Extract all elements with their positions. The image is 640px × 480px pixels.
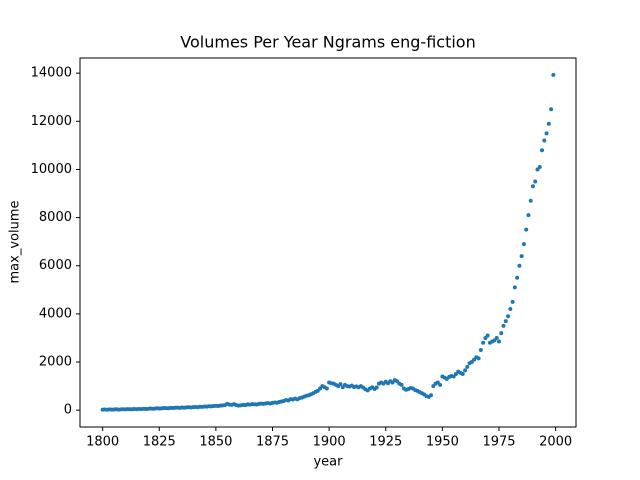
scatter-point xyxy=(503,319,508,324)
scatter-point xyxy=(537,165,542,170)
scatter-point xyxy=(551,72,556,77)
scatter-point xyxy=(544,131,549,136)
scatter-point xyxy=(524,227,529,232)
scatter-point xyxy=(338,382,343,387)
x-tick-label: 1800 xyxy=(86,435,119,450)
scatter-point xyxy=(540,148,545,153)
scatter-point xyxy=(476,356,481,361)
y-tick-label: 4000 xyxy=(39,306,72,321)
scatter-point xyxy=(324,386,329,391)
scatter-point xyxy=(517,263,522,268)
x-tick-label: 1950 xyxy=(426,435,459,450)
y-tick-label: 2000 xyxy=(39,355,72,370)
x-tick-label: 1825 xyxy=(143,435,176,450)
x-tick-label: 2000 xyxy=(539,435,572,450)
x-tick-label: 1925 xyxy=(369,435,402,450)
y-tick-label: 0 xyxy=(64,403,72,418)
y-tick-label: 12000 xyxy=(31,114,72,129)
x-tick-label: 1850 xyxy=(199,435,232,450)
scatter-point xyxy=(460,372,465,377)
scatter-point xyxy=(506,314,511,319)
scatter-point xyxy=(508,307,513,312)
scatter-point xyxy=(519,254,524,259)
scatter-point xyxy=(481,340,486,345)
scatter-point xyxy=(501,323,506,328)
y-tick-label: 8000 xyxy=(39,210,72,225)
scatter-point xyxy=(499,331,504,336)
y-tick-label: 6000 xyxy=(39,258,72,273)
scatter-point xyxy=(496,339,501,344)
chart-title: Volumes Per Year Ngrams eng-fiction xyxy=(180,33,475,52)
scatter-point xyxy=(429,393,434,398)
scatter-point xyxy=(515,275,520,280)
x-axis-label: year xyxy=(313,455,343,470)
scatter-point xyxy=(510,299,515,304)
plot-frame xyxy=(79,57,577,428)
scatter-point xyxy=(526,213,531,218)
x-tick-label: 1875 xyxy=(256,435,289,450)
x-tick-label: 1900 xyxy=(313,435,346,450)
scatter-point xyxy=(399,382,404,387)
scatter-point xyxy=(478,347,483,352)
scatter-point xyxy=(465,364,470,369)
scatter-point xyxy=(533,179,538,184)
y-axis-label: max_volume xyxy=(8,201,23,284)
y-tick-label: 10000 xyxy=(31,162,72,177)
scatter-point xyxy=(546,121,551,126)
scatter-point xyxy=(438,382,443,387)
x-tick-label: 1975 xyxy=(482,435,515,450)
scatter-point xyxy=(463,368,468,373)
scatter-point xyxy=(374,385,379,390)
scatter-point xyxy=(485,333,490,338)
scatter-point xyxy=(521,242,526,247)
scatter-point xyxy=(512,285,517,290)
y-tick-label: 14000 xyxy=(31,66,72,81)
scatter-point xyxy=(549,107,554,112)
scatter-point xyxy=(542,138,547,143)
scatter-point xyxy=(530,184,535,189)
scatter-point xyxy=(494,335,499,340)
scatter-point xyxy=(528,198,533,203)
